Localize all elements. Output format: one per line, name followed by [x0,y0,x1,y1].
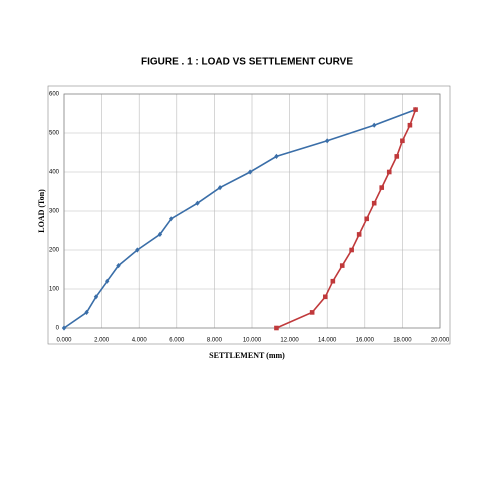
chart-title: FIGURE . 1 : LOAD VS SETTLEMENT CURVE [141,57,353,68]
y-tick-label: 200 [49,248,60,254]
y-axis-label: LOAD (Ton) [37,189,46,233]
x-tick-label: 12.000 [280,338,299,344]
series-line [276,109,417,329]
marker [157,231,163,237]
marker [247,169,253,175]
y-tick-label: 0 [56,326,60,332]
y-tick-label: 100 [49,287,60,293]
x-tick-label: 14.000 [318,338,337,344]
x-tick-label: 6.000 [169,338,185,344]
x-axis-label: SETTLEMENT (mm) [209,351,285,360]
marker [61,325,67,331]
marker [323,294,328,300]
x-tick-label: 8.000 [207,338,223,344]
y-tick-label: 300 [49,209,60,215]
marker [84,309,89,315]
marker [105,278,110,284]
marker [356,232,362,237]
marker [309,310,315,315]
marker [379,185,385,190]
marker [372,122,377,128]
marker [195,200,200,206]
marker [274,153,279,159]
marker [394,154,400,159]
marker [168,216,174,222]
x-tick-label: 20.000 [431,338,450,344]
marker [400,138,405,144]
marker [93,294,99,300]
marker [364,216,369,222]
marker [217,185,223,191]
series-line [63,108,416,329]
chart-frame [47,85,451,345]
x-tick-label: 0.000 [56,338,72,344]
marker [274,325,279,331]
marker [371,200,377,206]
marker [330,278,336,284]
marker [339,263,345,268]
marker [135,247,140,253]
x-tick-label: 2.000 [94,338,110,344]
x-tick-label: 10.000 [243,338,262,344]
plot-area [63,93,441,329]
x-tick-label: 16.000 [356,338,375,344]
y-tick-label: 500 [49,131,60,137]
y-tick-label: 400 [49,170,60,176]
x-tick-label: 4.000 [132,338,148,344]
y-tick-label: 600 [49,92,60,98]
marker [386,169,392,175]
x-tick-label: 18.000 [393,338,412,344]
marker [325,138,330,144]
marker [349,247,354,253]
marker [407,122,413,128]
marker [413,107,418,112]
marker [116,263,121,269]
